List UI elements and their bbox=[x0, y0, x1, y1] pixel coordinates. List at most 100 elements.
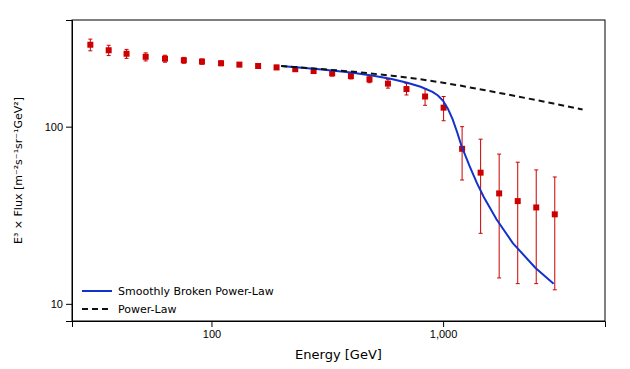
point bbox=[199, 59, 205, 65]
y-tick: 100 bbox=[45, 121, 72, 133]
error-bar bbox=[497, 154, 501, 278]
y-axis-line bbox=[66, 21, 73, 322]
error-bar-cap bbox=[442, 96, 446, 97]
point bbox=[143, 54, 149, 60]
legend-label: Power-Law bbox=[118, 303, 176, 316]
chart: 100 1,000 10 100 Smoothly Broken Power-Law Po… bbox=[0, 0, 630, 369]
point bbox=[236, 62, 242, 68]
error-bar bbox=[88, 39, 92, 51]
error-bar-line bbox=[536, 170, 537, 284]
y-tick: 10 bbox=[51, 298, 72, 310]
point bbox=[162, 56, 168, 62]
error-bar-line bbox=[554, 177, 555, 290]
y-tick-mark bbox=[66, 304, 72, 305]
error-bar-cap bbox=[107, 45, 111, 46]
point bbox=[385, 81, 391, 87]
legend-swatch bbox=[82, 308, 112, 310]
error-bar-cap bbox=[442, 120, 446, 121]
point bbox=[515, 198, 521, 204]
point bbox=[106, 47, 112, 53]
error-bar bbox=[237, 63, 241, 67]
error-bar-cap bbox=[534, 169, 538, 170]
scatter-series bbox=[87, 39, 557, 290]
y-tick-label: 10 bbox=[51, 298, 63, 310]
error-bar bbox=[144, 53, 148, 61]
error-bar-cap bbox=[423, 105, 427, 106]
error-bar bbox=[275, 65, 279, 69]
error-bar-cap bbox=[367, 82, 371, 83]
error-bar-cap bbox=[479, 139, 483, 140]
line-series bbox=[281, 66, 553, 284]
x-tick-mark bbox=[443, 321, 444, 327]
legend-item: Power-Law bbox=[82, 303, 176, 316]
y-tick-mark bbox=[66, 127, 72, 128]
error-bar-line bbox=[462, 127, 463, 180]
error-bar-cap bbox=[144, 60, 148, 61]
error-bar bbox=[107, 45, 111, 55]
error-bar-cap bbox=[107, 55, 111, 56]
error-bar-cap bbox=[516, 162, 520, 163]
x-tick-mark bbox=[211, 321, 212, 327]
point bbox=[552, 211, 558, 217]
error-bar-cap bbox=[88, 39, 92, 40]
error-bar bbox=[125, 49, 129, 58]
error-bar-line bbox=[499, 154, 500, 278]
error-bar-cap bbox=[497, 277, 501, 278]
error-bar-cap bbox=[516, 283, 520, 284]
x-axis-line bbox=[73, 322, 606, 328]
legend: Smoothly Broken Power-Law Power-Law bbox=[82, 285, 274, 316]
plot: 100 1,000 10 100 Smoothly Broken Power-Law Po… bbox=[45, 20, 606, 340]
point bbox=[422, 94, 428, 100]
point bbox=[348, 73, 354, 79]
error-bar-cap bbox=[144, 52, 148, 53]
error-bar-line bbox=[480, 139, 481, 233]
point bbox=[218, 60, 224, 66]
point bbox=[366, 76, 372, 82]
error-bar-cap bbox=[497, 154, 501, 155]
point bbox=[478, 170, 484, 176]
error-bar-cap bbox=[88, 50, 92, 51]
x-axis: 100 1,000 bbox=[73, 321, 606, 340]
error-bar-cap bbox=[163, 55, 167, 56]
error-bar-line bbox=[517, 162, 518, 283]
error-bar bbox=[423, 89, 427, 106]
error-bar bbox=[404, 84, 408, 95]
error-bar bbox=[367, 76, 371, 83]
point bbox=[403, 86, 409, 92]
legend-swatch bbox=[82, 290, 112, 292]
error-bar bbox=[516, 162, 520, 283]
marks bbox=[87, 39, 582, 290]
error-bar bbox=[163, 55, 167, 62]
error-bar-cap bbox=[460, 126, 464, 127]
error-bar-cap bbox=[553, 176, 557, 177]
point bbox=[496, 190, 502, 196]
point bbox=[87, 42, 93, 48]
legend-label: Smoothly Broken Power-Law bbox=[118, 285, 274, 298]
error-bar-cap bbox=[404, 94, 408, 95]
line bbox=[281, 66, 553, 284]
error-bar-cap bbox=[534, 283, 538, 284]
error-bar bbox=[553, 177, 557, 290]
error-bar-cap bbox=[479, 233, 483, 234]
error-bar-cap bbox=[125, 58, 129, 59]
x-tick-label: 100 bbox=[203, 328, 221, 340]
error-bar bbox=[219, 61, 223, 66]
point bbox=[274, 64, 280, 70]
point bbox=[124, 51, 130, 57]
x-tick-label: 1,000 bbox=[430, 328, 458, 340]
y-axis-title: E³ × Flux [m⁻²s⁻¹sr⁻¹GeV²] bbox=[12, 97, 25, 244]
point bbox=[181, 57, 187, 63]
point bbox=[255, 63, 261, 69]
error-bar-cap bbox=[163, 62, 167, 63]
error-bar-cap bbox=[460, 179, 464, 180]
error-bar bbox=[349, 73, 353, 79]
error-bar-cap bbox=[125, 49, 129, 50]
x-tick: 100 bbox=[203, 321, 221, 340]
error-bar bbox=[386, 79, 390, 88]
line bbox=[281, 66, 582, 109]
plot-frame bbox=[72, 20, 605, 321]
line-series bbox=[281, 66, 582, 109]
x-axis-title: Energy [GeV] bbox=[295, 347, 382, 362]
error-bar-cap bbox=[553, 289, 557, 290]
x-tick: 1,000 bbox=[430, 321, 458, 340]
